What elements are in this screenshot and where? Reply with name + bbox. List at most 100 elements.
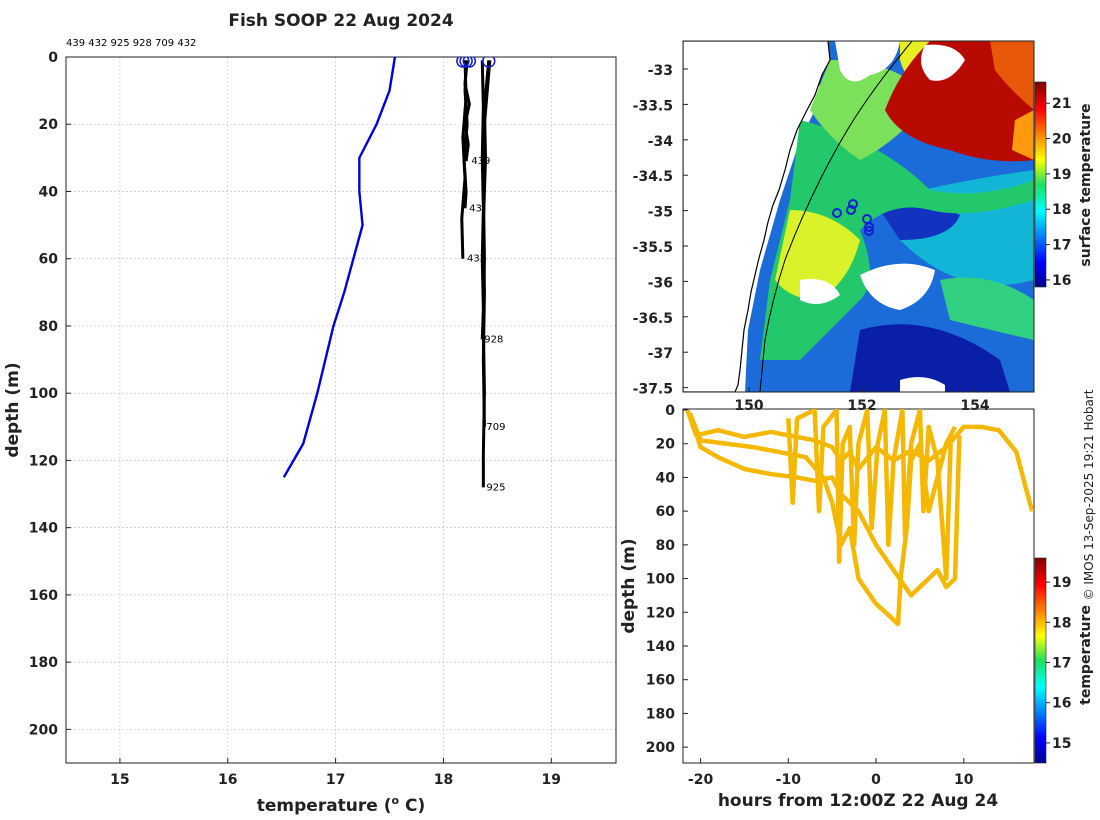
cast-profile-label: 925	[486, 482, 505, 493]
timeseries-y-tick-label: 80	[656, 538, 676, 554]
timeseries-y-tick-label: 100	[646, 572, 675, 588]
timeseries-x-tick-label: 10	[954, 772, 974, 788]
climatology-line	[282, 57, 397, 478]
profile-x-tick-label: 15	[110, 772, 129, 788]
timeseries-y-tick-label: 180	[646, 706, 675, 722]
sst-field-orange-front	[1012, 110, 1034, 160]
timeseries-y-tick-label: 60	[656, 504, 676, 520]
timeseries-x-tick-label: -10	[776, 772, 802, 788]
cast-profile-label: 43	[469, 203, 482, 214]
profile-ylabel: depth (m)	[3, 362, 23, 457]
timeseries-frame	[682, 408, 1035, 764]
credit-text: © IMOS 13-Sep-2025 19:21 Hobart	[1082, 389, 1096, 600]
cast-profile-label: 928	[484, 334, 503, 345]
map-lon-tick-label: 152	[847, 398, 876, 414]
profile-y-tick-label: 80	[39, 319, 59, 335]
cast-profile-line	[460, 60, 468, 259]
surface-cast-marker	[456, 57, 470, 68]
temperature-colorbar-tick-label: 19	[1052, 575, 1071, 591]
map-frame	[682, 40, 1035, 393]
timeseries-y-tick-label: 20	[656, 437, 676, 453]
profile-x-tick-label: 19	[542, 772, 561, 788]
surface-cast-marker	[459, 57, 473, 68]
map-lat-tick-label: -35.5	[633, 240, 673, 256]
cast-marker	[864, 222, 874, 232]
profile-xlabel: temperature (o C)	[257, 794, 426, 816]
map-lat-tick-label: -37.5	[633, 382, 673, 398]
sst-colorbar-tick-label: 19	[1052, 167, 1071, 183]
profile-y-tick-label: 140	[29, 521, 58, 537]
temperature-colorbar-tick-label: 16	[1052, 696, 1071, 712]
profile-y-tick-label: 100	[29, 386, 58, 402]
timeseries-y-tick-label: 160	[646, 673, 675, 689]
land-mass	[683, 41, 831, 392]
profile-xlabel-main: temperature (	[257, 796, 392, 816]
map-lat-tick-label: -36	[648, 275, 673, 291]
timeseries-x-tick-label: -20	[688, 772, 714, 788]
map-lat-tick-label: -33.5	[633, 98, 673, 114]
cast-profile-line	[481, 60, 492, 488]
shelf-contour	[759, 41, 913, 392]
timeseries-xlabel: hours from 12:00Z 22 Aug 24	[718, 791, 999, 811]
profile-xlabel-tail: C)	[399, 796, 425, 816]
sst-colorbar-tick-label: 17	[1052, 238, 1071, 254]
cast-profile-label: 432	[467, 254, 486, 265]
timeseries-line-track-b	[689, 417, 962, 598]
sst-colorbar-label: surface temperature	[1078, 103, 1094, 266]
sst-field-east-green	[940, 277, 1034, 340]
sst-field-deep-blue-2	[880, 203, 960, 240]
profile-y-tick-label: 180	[29, 655, 58, 671]
profile-x-tick-label: 18	[434, 772, 453, 788]
profile-x-tick-label: 17	[326, 772, 345, 788]
map-lat-tick-label: -33	[648, 63, 673, 79]
temperature-colorbar-label: temperature	[1078, 605, 1094, 705]
profile-y-tick-label: 160	[29, 588, 58, 604]
map-lat-tick-label: -36.5	[633, 311, 673, 327]
profile-y-tick-label: 40	[39, 184, 59, 200]
map-cast-markers	[832, 199, 874, 236]
cloud-patch-ne	[921, 44, 965, 81]
timeseries-x-tick-label: 0	[871, 772, 881, 788]
timeseries-y-tick-label: 200	[646, 740, 675, 756]
temperature-colorbar-ticks: 15 16 17 18 19	[1046, 575, 1071, 752]
timeseries-ylabel: depth (m)	[619, 538, 639, 633]
cast-marker	[848, 199, 858, 209]
cloud-patch-south	[900, 376, 945, 392]
map-ticks: -33 -33.5 -34 -34.5 -35 -35.5 -36 -36.5 -37 -37.5…	[633, 63, 990, 414]
sst-colorbar	[1034, 81, 1047, 288]
map-lon-tick-label: 154	[960, 398, 989, 414]
timeseries-y-tick-label: 140	[646, 639, 675, 655]
profile-xlabel-sup: o	[392, 794, 400, 807]
cast-marker	[846, 205, 856, 215]
sst-field-orange	[990, 41, 1034, 110]
profile-y-tick-label: 20	[39, 117, 59, 133]
sst-colorbar-tick-label: 20	[1052, 132, 1072, 148]
map-lat-tick-label: -37	[648, 346, 673, 362]
temperature-colorbar-tick-label: 17	[1052, 656, 1071, 672]
sst-colorbar-tick-label: 18	[1052, 202, 1071, 218]
profile-header-ids: 439 432 925 928 709 432	[66, 38, 196, 49]
timeseries-y-tick-label: 120	[646, 605, 675, 621]
sst-map-panel: -33 -33.5 -34 -34.5 -35 -35.5 -36 -36.5 -37 -37.5…	[633, 40, 1094, 414]
cast-marker	[832, 208, 842, 218]
map-lon-tick-label: 150	[734, 398, 763, 414]
cloud-patch-middle	[860, 263, 935, 310]
sst-colorbar-tick-label: 16	[1052, 273, 1071, 289]
sst-colorbar-ticks: 16 17 18 19 20 21	[1046, 96, 1072, 289]
map-lat-tick-label: -34	[648, 134, 674, 150]
map-lat-tick-label: -35	[648, 205, 673, 221]
sst-field-deep-blue	[850, 324, 1010, 392]
cloud-patch-north	[835, 41, 900, 82]
profile-panel: 439 432 925 928 709 432 15 16 17 18 19 0 20 40 6…	[3, 38, 617, 816]
timeseries-lines	[685, 409, 1034, 627]
timeseries-y-tick-label: 0	[665, 403, 675, 419]
profile-frame	[65, 56, 617, 764]
profile-grid	[66, 56, 616, 763]
cast-marker	[864, 226, 874, 236]
timeseries-line-dives	[786, 409, 953, 581]
temperature-colorbar-tick-label: 15	[1052, 736, 1071, 752]
